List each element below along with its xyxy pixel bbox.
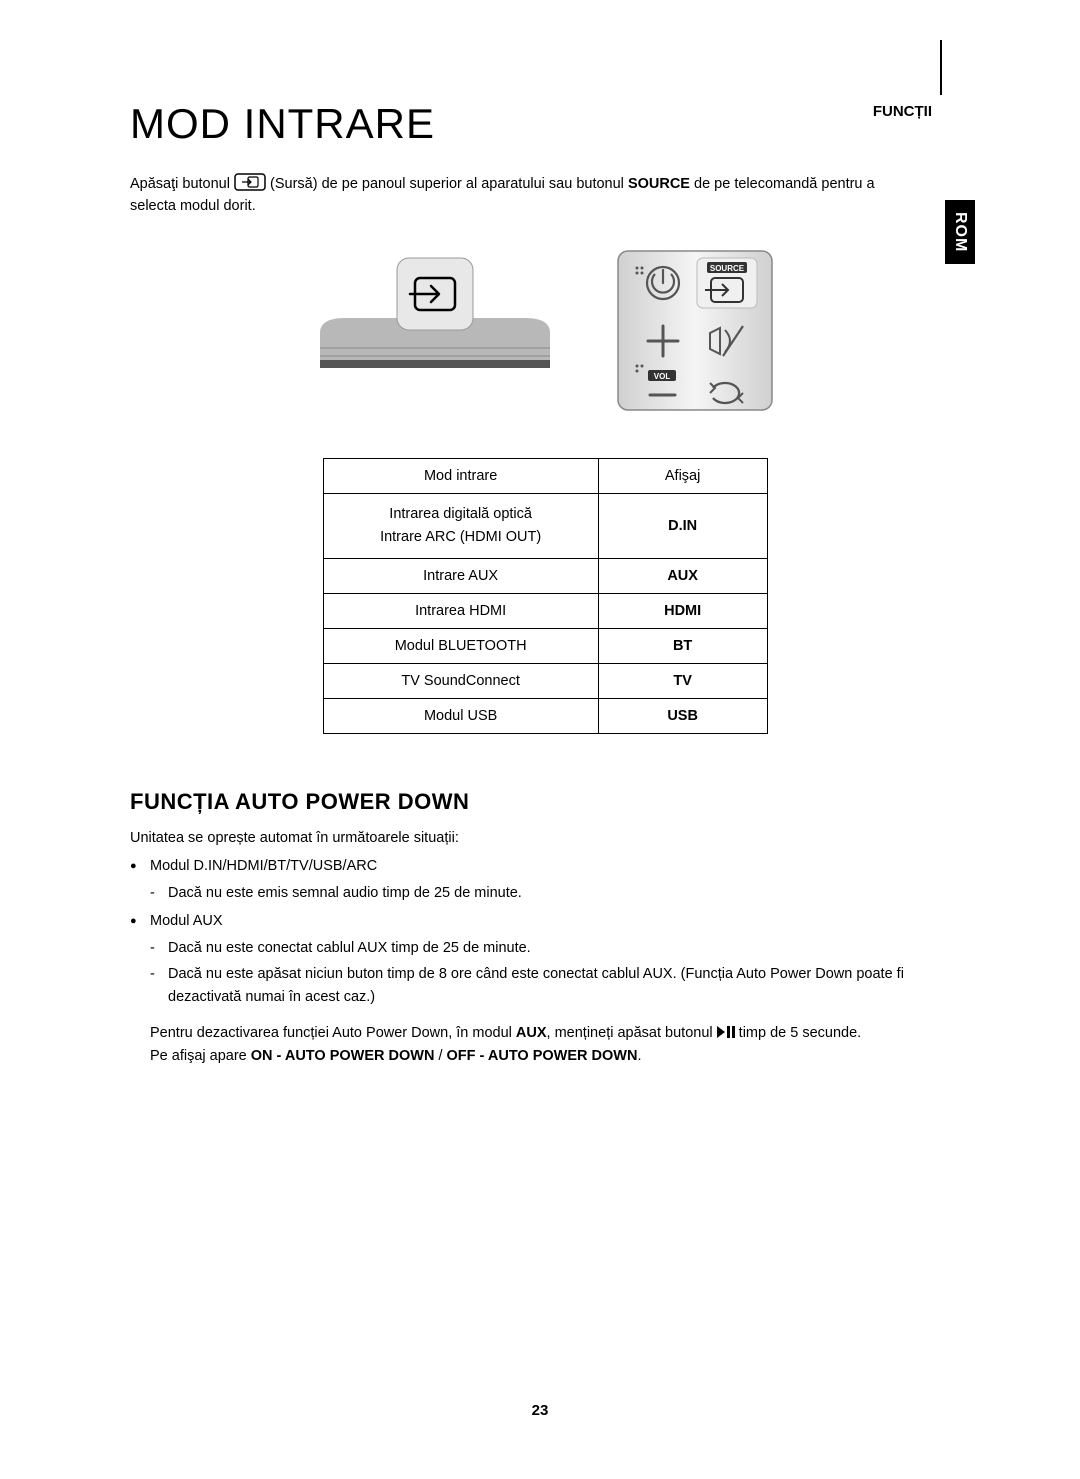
- device-figure: [315, 248, 555, 378]
- side-divider: [940, 40, 942, 95]
- table-row: Intrarea HDMI HDMI: [323, 593, 767, 628]
- table-cell: BT: [598, 628, 767, 663]
- table-row: Modul BLUETOOTH BT: [323, 628, 767, 663]
- dash-item: Dacă nu este emis semnal audio timp de 2…: [150, 882, 960, 904]
- table-cell: Intrare AUX: [323, 558, 598, 593]
- table-cell: D.IN: [598, 493, 767, 558]
- intro-mid: (Sursă) de pe panoul superior al aparatu…: [270, 176, 628, 192]
- intro-source-word: SOURCE: [628, 176, 690, 192]
- bullet-item: Modul AUX Dacă nu este conectat cablul A…: [130, 910, 960, 1008]
- table-cell: USB: [598, 698, 767, 733]
- svg-text:SOURCE: SOURCE: [710, 264, 745, 273]
- section-lead: Unitatea se oprește automat în următoare…: [130, 827, 960, 849]
- table-cell: TV: [598, 663, 767, 698]
- table-cell: Modul BLUETOOTH: [323, 628, 598, 663]
- play-pause-icon: [717, 1026, 735, 1038]
- svg-text:VOL: VOL: [654, 372, 671, 381]
- table-cell: Modul USB: [323, 698, 598, 733]
- table-cell: AUX: [598, 558, 767, 593]
- table-cell: Intrarea digitală optică Intrare ARC (HD…: [323, 493, 598, 558]
- table-row: TV SoundConnect TV: [323, 663, 767, 698]
- table-row: Intrare AUX AUX: [323, 558, 767, 593]
- table-cell: Intrarea HDMI: [323, 593, 598, 628]
- table-header-mode: Mod intrare: [323, 458, 598, 493]
- remote-figure: SOURCE VOL: [615, 248, 775, 413]
- table-header-row: Mod intrare Afişaj: [323, 458, 767, 493]
- dash-item: Dacă nu este apăsat niciun buton timp de…: [150, 963, 960, 1008]
- table-row: Modul USB USB: [323, 698, 767, 733]
- dash-item: Dacă nu este conectat cablul AUX timp de…: [150, 937, 960, 959]
- table-row: Intrarea digitală optică Intrare ARC (HD…: [323, 493, 767, 558]
- section-heading: FUNCȚIA AUTO POWER DOWN: [130, 789, 960, 815]
- note-line-1: Pentru dezactivarea funcției Auto Power …: [150, 1022, 960, 1044]
- language-tab: ROM: [945, 200, 975, 264]
- section-label: FUNCȚII: [873, 103, 932, 120]
- note-line-2: Pe afişaj apare ON - AUTO POWER DOWN / O…: [150, 1045, 960, 1067]
- mode-table: Mod intrare Afişaj Intrarea digitală opt…: [323, 458, 768, 734]
- page-title: MOD INTRARE: [130, 100, 960, 148]
- table-cell: HDMI: [598, 593, 767, 628]
- table-cell: TV SoundConnect: [323, 663, 598, 698]
- page-number: 23: [532, 1402, 549, 1419]
- bullet-item: Modul D.IN/HDMI/BT/TV/USB/ARC Dacă nu es…: [130, 855, 960, 904]
- intro-text: Apăsaţi butonul (Sursă) de pe panoul sup…: [130, 173, 960, 218]
- table-header-display: Afişaj: [598, 458, 767, 493]
- intro-pre: Apăsaţi butonul: [130, 176, 234, 192]
- source-icon: [234, 173, 266, 191]
